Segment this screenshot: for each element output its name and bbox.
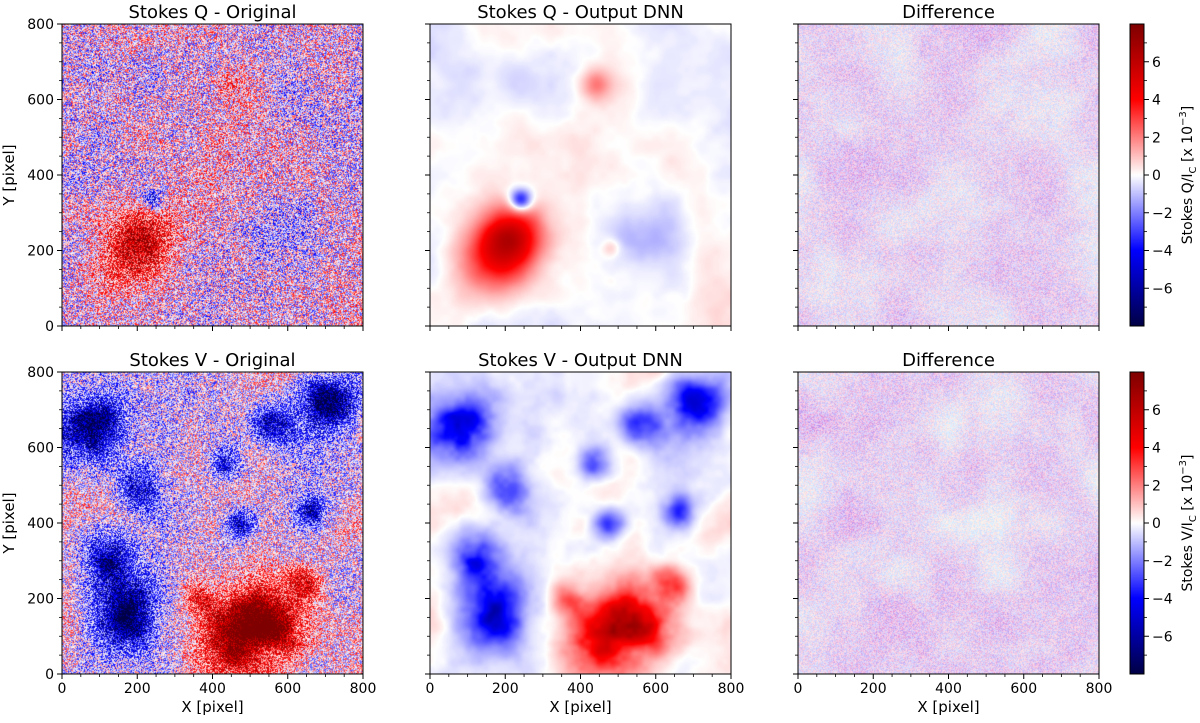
x-tick-label: 600 <box>642 681 669 697</box>
colorbar: 6 4 2 0 −2 −4 −6 Stokes V/IC [x 10−3] <box>1129 371 1199 675</box>
x-tick-label: 0 <box>794 681 803 697</box>
x-tick-label: 400 <box>567 681 594 697</box>
panel-1: Stokes Q - Original 0 200 400 600 800 Y [pixel… <box>0 2 364 335</box>
heatmap-image <box>62 372 363 674</box>
x-axis-label: X [pixel] <box>549 698 611 716</box>
y-tick-label: 600 <box>27 441 54 457</box>
y-tick-label: 200 <box>27 592 54 608</box>
colorbar-tick-label: −4 <box>1152 592 1173 608</box>
colorbar-tick-label: 4 <box>1152 93 1161 109</box>
colorbar-gradient <box>1130 24 1144 326</box>
panel-title: Difference <box>902 350 995 371</box>
colorbar-tick-label: 4 <box>1152 441 1161 457</box>
colorbar: 6 4 2 0 −2 −4 −6 Stokes Q/IC [x 10−3] <box>1129 23 1199 327</box>
x-tick-label: 0 <box>426 681 435 697</box>
heatmap-image <box>430 24 731 326</box>
colorbar-tick-label: −6 <box>1152 281 1173 297</box>
y-axis-label: Y [pixel] <box>0 144 18 206</box>
colorbar-tick-label: 6 <box>1152 55 1161 71</box>
colorbar-label: Stokes Q/IC [x 10−3] <box>1178 106 1199 244</box>
heatmap-image <box>62 24 363 326</box>
x-tick-label: 200 <box>492 681 519 697</box>
colorbar-tick-label: −2 <box>1152 206 1173 222</box>
x-tick-label: 800 <box>718 681 745 697</box>
panel-title: Stokes Q - Output DNN <box>477 2 684 23</box>
colorbar-tick-label: 6 <box>1152 403 1161 419</box>
colorbar-label: Stokes V/IC [x 10−3] <box>1178 454 1199 591</box>
y-tick-label: 0 <box>45 319 54 335</box>
panel-title: Stokes V - Original <box>129 350 295 371</box>
x-tick-label: 200 <box>860 681 887 697</box>
colorbar-tick-label: −2 <box>1152 554 1173 570</box>
heatmap-image <box>798 372 1099 674</box>
x-tick-label: 400 <box>199 681 226 697</box>
colorbar-tick-label: 2 <box>1152 130 1161 146</box>
x-tick-label: 800 <box>1086 681 1113 697</box>
panel-4: Stokes V - Original 0 200 400 600 800 0 200 400 6… <box>0 350 376 716</box>
y-axis-label: Y [pixel] <box>0 492 18 554</box>
colorbar-gradient <box>1130 372 1144 674</box>
x-axis-label: X [pixel] <box>917 698 979 716</box>
colorbar-tick-label: 0 <box>1152 516 1161 532</box>
colorbar-tick-label: −6 <box>1152 629 1173 645</box>
x-axis-label: X [pixel] <box>181 698 243 716</box>
panel-6: Difference 0 200 400 600 800 X [pixel] <box>793 350 1112 716</box>
y-tick-label: 800 <box>27 17 54 33</box>
x-tick-label: 400 <box>935 681 962 697</box>
colorbar-tick-label: 0 <box>1152 168 1161 184</box>
x-tick-label: 200 <box>124 681 151 697</box>
heatmap-image <box>798 24 1099 326</box>
panel-2: Stokes Q - Output DNN <box>425 2 732 331</box>
y-tick-label: 200 <box>27 244 54 260</box>
colorbar-tick-label: −4 <box>1152 244 1173 260</box>
x-tick-label: 800 <box>350 681 377 697</box>
panel-title: Stokes V - Output DNN <box>478 350 683 371</box>
panel-5: Stokes V - Output DNN 0 200 400 600 800 X [pix… <box>425 350 744 716</box>
y-tick-label: 0 <box>45 667 54 683</box>
x-tick-label: 600 <box>274 681 301 697</box>
colorbar-tick-label: 2 <box>1152 478 1161 494</box>
panel-title: Stokes Q - Original <box>129 2 297 23</box>
y-tick-label: 600 <box>27 93 54 109</box>
y-tick-label: 800 <box>27 365 54 381</box>
y-tick-label: 400 <box>27 168 54 184</box>
panel-3: Difference <box>793 2 1100 331</box>
panel-title: Difference <box>902 2 995 23</box>
y-tick-label: 400 <box>27 516 54 532</box>
heatmap-image <box>430 372 731 674</box>
x-tick-label: 600 <box>1010 681 1037 697</box>
x-tick-label: 0 <box>58 681 67 697</box>
